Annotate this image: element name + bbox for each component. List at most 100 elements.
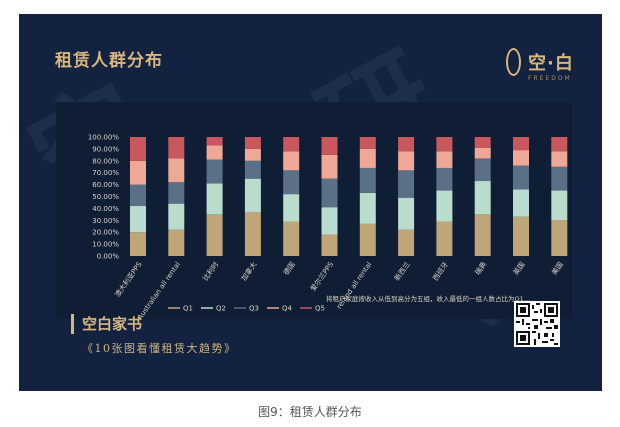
bar-segment-q1 [283,221,300,256]
y-tick-label: 40.00% [92,205,119,213]
x-tick-label: 比利时 [201,260,220,282]
logo-zero-icon [506,48,521,76]
bar-segment-q4 [551,151,568,167]
chart-title: 租赁人群分布 [55,51,163,71]
bar-segment-q4 [474,147,491,159]
legend-label: Q5 [315,305,325,313]
bar-segment-q1 [474,214,491,256]
bar-segment-q1 [130,232,146,256]
bar-segment-q2 [359,192,376,224]
x-tick-label: 澳大利亚PPS [113,260,144,299]
chart-note: 将租户家庭按收入从低到高分为五组，收入最低的一组人数占比为Q1… [326,295,531,303]
bar-segment-q3 [244,160,261,179]
bar-segment-q2 [513,189,529,217]
x-tick-label: 英国 [511,260,526,277]
bar-segment-q4 [398,151,415,171]
x-tick-label: 美国 [550,260,565,277]
y-tick-label: 20.00% [92,229,119,237]
bar-segment-q5 [206,137,223,146]
y-tick-label: 10.00% [92,241,119,249]
series-subtitle: 《10张图看懂租赁大趋势》 [82,342,237,355]
bar-segment-q2 [474,181,491,215]
y-tick-label: 60.00% [92,181,119,189]
bar-segment-q5 [283,137,300,152]
legend-label: Q4 [282,305,293,313]
bar-segment-q3 [398,170,415,198]
bar-segment-q5 [436,137,453,152]
bar-segment-q4 [244,148,261,161]
bar-segment-q1 [321,234,338,256]
bar-segment-q5 [321,137,338,155]
y-tick-label: 70.00% [92,169,119,177]
logo-text: 空·白 [528,53,574,74]
bar-segment-q5 [359,137,376,149]
x-tick-label: 加拿大 [239,260,258,282]
legend-label: Q1 [183,305,193,313]
bar-segment-q4 [168,158,185,183]
bar-segment-q3 [283,170,300,195]
figure-caption: 图9：租赁人群分布 [258,405,362,419]
bar-segment-q5 [130,137,146,161]
bar-segment-q3 [474,158,491,182]
infographic-panel: 空 白 研 究 租赁人群分布 空·白 FREEDOM 0.00%10.00%20… [19,14,602,391]
y-tick-label: 50.00% [92,193,119,201]
bar-segment-q1 [206,214,223,256]
bar-segment-q2 [168,203,185,230]
bar-segment-q1 [436,221,453,256]
bar-segment-q1 [359,223,376,256]
y-tick-label: 90.00% [92,145,119,153]
bar-segment-q1 [398,229,415,256]
stacked-bar-chart: 0.00% 10.00% 20.00% 30.00% 40.00% 50.00% 60.00… [88,134,568,322]
x-tick-label: 瑞典 [473,260,488,277]
bar-segment-q2 [436,190,453,222]
brand-logo: 空·白 FREEDOM [506,48,590,88]
bar-segment-q2 [398,197,415,230]
series-title: 空白家书 [71,314,142,334]
logo-subtext: FREEDOM [528,75,572,82]
bar-segment-q2 [244,178,261,212]
x-tick-label: 德国 [281,260,296,277]
qr-code-icon [516,303,558,345]
bar-segment-q4 [130,160,146,185]
y-tick-label: 30.00% [92,217,119,225]
y-tick-label: 0.00% [97,253,120,261]
bar-segment-q5 [513,137,529,151]
bar-segment-q3 [168,182,185,204]
y-tick-label: 100.00% [88,134,119,142]
bar-segment-q5 [474,137,491,148]
bar-segment-q4 [436,151,453,168]
bar-segment-q4 [321,154,338,179]
bar-segment-q3 [551,166,568,191]
bar-segment-q1 [168,229,185,256]
y-tick-label: 80.00% [92,157,119,165]
bar-segment-q3 [130,184,146,207]
x-tick-label: 西班牙 [431,260,450,282]
bar-segment-q2 [321,207,338,235]
legend-label: Q2 [216,305,226,313]
bar-segment-q4 [359,148,376,168]
bar-segment-q3 [436,167,453,191]
bar-segment-q5 [398,137,415,152]
bar-segment-q4 [513,150,529,166]
x-tick-label: Australian all rental [136,261,182,322]
bar-segment-q3 [359,167,376,193]
bar-segment-q5 [244,137,261,149]
bar-segment-q1 [551,220,568,256]
qr-code [514,301,560,347]
bar-segment-q4 [206,145,223,160]
x-tick-label: 爱尔兰PPS [308,260,335,293]
x-tick-label: 新西兰 [392,260,411,282]
legend-label: Q3 [249,305,259,313]
bar-segment-q4 [283,151,300,171]
bar-segment-q2 [283,194,300,222]
bar-segment-q2 [206,183,223,215]
bar-segment-q1 [244,211,261,256]
bar-segment-q2 [130,206,146,233]
bar-segment-q1 [513,216,529,256]
bar-segment-q2 [551,190,568,221]
bar-segment-q3 [321,178,338,208]
bar-segment-q3 [513,165,529,190]
bar-segment-q5 [168,137,185,159]
bar-segment-q3 [206,159,223,184]
bar-segment-q5 [551,137,568,152]
